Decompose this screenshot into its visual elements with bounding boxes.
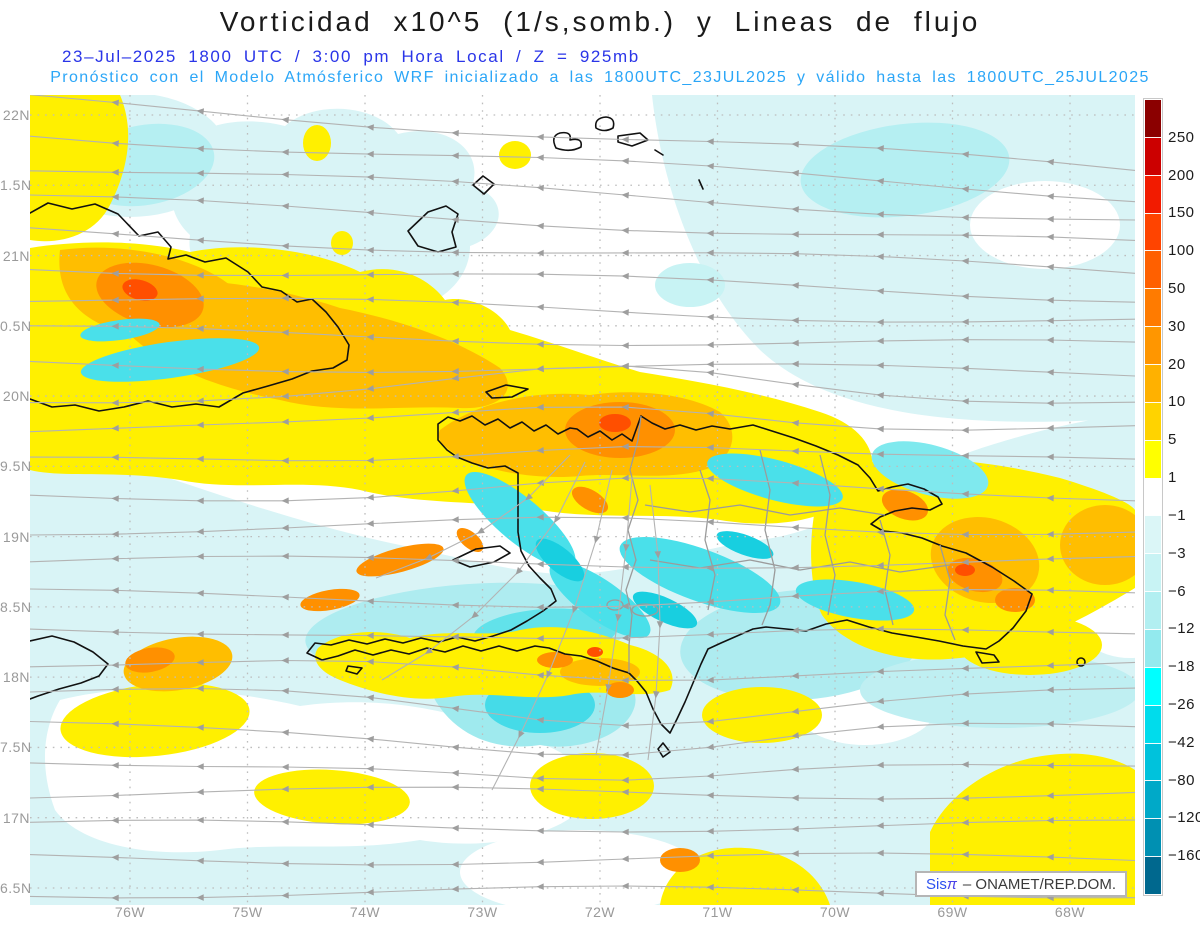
- colorbar-segment: [1145, 174, 1161, 213]
- lat-label: 7.5N: [0, 739, 32, 756]
- colorbar-segment: [1145, 553, 1161, 592]
- valid-time-subtitle: 23–Jul–2025 1800 UTC / 3:00 pm Hora Loca…: [62, 47, 640, 66]
- colorbar-segment: [1145, 780, 1161, 819]
- colorbar-tick-label: 20: [1168, 355, 1186, 373]
- lat-label: 19N: [2, 528, 30, 545]
- colorbar-segment: [1145, 666, 1161, 705]
- vorticity-shading: [30, 95, 1135, 905]
- lat-label: 0.5N: [0, 317, 32, 334]
- lat-label: 9.5N: [0, 458, 32, 475]
- colorbar-segment: [1145, 856, 1161, 895]
- streamline: [30, 719, 1135, 759]
- colorbar-segment: [1145, 629, 1161, 667]
- colorbar-tick-label: 50: [1168, 280, 1186, 298]
- colorbar-segment: [1145, 250, 1161, 289]
- colorbar-tick-label: 10: [1168, 393, 1186, 411]
- lon-label: 68W: [1054, 904, 1086, 920]
- colorbar-tick-label: −12: [1168, 620, 1195, 638]
- colorbar-segment: [1145, 742, 1161, 781]
- pi-symbol: π: [946, 875, 957, 893]
- lon-label: 73W: [467, 904, 498, 920]
- attribution-text: – ONAMET/REP.DOM.: [962, 875, 1116, 893]
- colorbar-tick-label: 30: [1168, 317, 1186, 335]
- colorbar-tick-label: −80: [1168, 771, 1195, 789]
- colorbar-segment: [1145, 100, 1161, 137]
- colorbar-tick-label: −26: [1168, 695, 1195, 713]
- colorbar-tick-label: −1: [1168, 506, 1187, 524]
- vorticity-colorbar: [1143, 98, 1163, 896]
- streamline: [30, 362, 1135, 407]
- colorbar-tick-label: 150: [1168, 204, 1195, 222]
- colorbar-tick-label: −3: [1168, 544, 1187, 562]
- colorbar-segment: [1145, 591, 1161, 630]
- colorbar-tick-label: −6: [1168, 582, 1187, 600]
- page-title: Vorticidad x10^5 (1/s,somb.) y Lineas de…: [219, 6, 981, 37]
- streamline: [30, 443, 1135, 465]
- colorbar-tick-label: 5: [1168, 431, 1177, 449]
- colorbar-segment: [1145, 401, 1161, 440]
- colorbar-tick-label: −160: [1168, 847, 1200, 865]
- colorbar-tick-label: 1: [1168, 469, 1177, 487]
- lat-label: 20N: [2, 388, 30, 405]
- lat-label: 18N: [2, 669, 30, 686]
- lat-label: 8.5N: [0, 598, 32, 615]
- colorbar-segment: [1145, 477, 1161, 516]
- lat-label: 6.5N: [0, 879, 32, 896]
- mona-island: [1076, 657, 1086, 667]
- lat-label: 22N: [2, 107, 30, 123]
- streamline: [30, 761, 1135, 784]
- colorbar-segment: [1145, 818, 1161, 857]
- streamline: [30, 227, 1135, 274]
- lat-label: 1.5N: [0, 177, 32, 194]
- streamline: [30, 323, 1135, 349]
- lon-label: 74W: [349, 904, 381, 920]
- colorbar-tick-label: −120: [1168, 809, 1200, 827]
- colorbar-tick-label: 100: [1168, 242, 1195, 260]
- streamlines: [30, 95, 1135, 902]
- streamline: [30, 513, 1135, 538]
- lon-label: 69W: [937, 904, 968, 920]
- streamline: [30, 849, 1135, 869]
- colorbar-segment: [1145, 212, 1161, 251]
- lon-label: 71W: [702, 904, 733, 920]
- jamaica-coastline: [30, 635, 109, 700]
- colorbar-segment: [1145, 136, 1161, 175]
- lon-label: 70W: [819, 904, 851, 920]
- colorbar-tick-label: 250: [1168, 128, 1195, 146]
- colorbar-tick-label: −42: [1168, 733, 1195, 751]
- lat-label: 17N: [2, 809, 30, 826]
- colorbar-tick-label: 200: [1168, 166, 1195, 184]
- colorbar-segment: [1145, 704, 1161, 743]
- colorbar-segment: [1145, 439, 1161, 478]
- brand-label: Sis: [926, 875, 947, 893]
- streamline: [30, 294, 1135, 326]
- colorbar-segment: [1145, 288, 1161, 327]
- lon-label: 76W: [114, 904, 146, 920]
- colorbar-tick-label: −18: [1168, 658, 1195, 676]
- lon-label: 72W: [584, 904, 616, 920]
- streamline: [30, 816, 1135, 836]
- streamline: [30, 403, 1135, 434]
- attribution-box: Sis π – ONAMET/REP.DOM.: [915, 871, 1127, 897]
- colorbar-segment: [1145, 364, 1161, 402]
- model-run-subtitle: Pronóstico con el Modelo Atmósferico WRF…: [50, 69, 1150, 86]
- lat-label: 21N: [2, 247, 30, 264]
- streamline: [30, 783, 1135, 803]
- streamlines-island-fan: [375, 454, 664, 791]
- streamline: [30, 474, 1135, 505]
- lon-label: 75W: [232, 904, 263, 920]
- colorbar-segment: [1145, 515, 1161, 554]
- colorbar-segment: [1145, 326, 1161, 365]
